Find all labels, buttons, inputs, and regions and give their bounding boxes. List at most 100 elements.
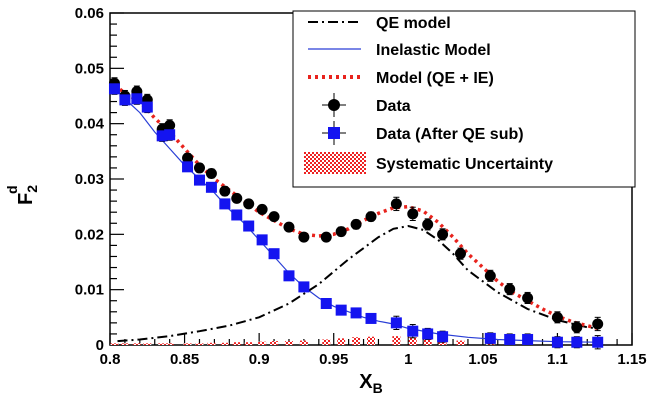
data-after-qe-sub-point [365, 312, 377, 324]
data-after-qe-sub-point [571, 336, 583, 348]
data-point [437, 228, 449, 240]
data-point [365, 211, 377, 223]
data-after-qe-sub-point [219, 198, 231, 210]
x-tick-label: 1.1 [547, 351, 568, 368]
data-point [407, 208, 419, 220]
legend-total-model: Model (QE + IE) [308, 70, 494, 87]
data-point [335, 226, 347, 238]
systematic-box [392, 336, 401, 345]
systematic-box [258, 341, 267, 345]
data-after-qe-sub-point [182, 161, 194, 173]
legend-systematic-symbol [304, 152, 366, 174]
y-tick-label: 0.04 [75, 116, 105, 133]
x-tick-label: 1 [404, 351, 412, 368]
data-point [268, 211, 280, 223]
systematic-box [132, 343, 141, 345]
legend-systematic: Systematic Uncertainty [304, 152, 553, 174]
systematic-box [322, 339, 331, 345]
data-point [219, 185, 231, 197]
y-tick-label: 0.03 [75, 171, 104, 188]
data-after-qe-sub-point [193, 174, 205, 186]
data-after-qe-sub-point [205, 181, 217, 193]
qe-model-line [117, 224, 598, 343]
legend-data-symbol [328, 99, 340, 111]
systematic-box [143, 343, 152, 345]
data-point [504, 283, 516, 295]
y-tick-label: 0.02 [75, 226, 104, 243]
data-after-qe-sub-point [243, 220, 255, 232]
data-point [164, 119, 176, 131]
axis-ticks: 0.8 0.85 0.9 0.95 1 1.05 1.1 1.15 0 0.01 0.02 0.03 0… [75, 5, 647, 368]
legend-systematic-label: Systematic Uncertainty [376, 156, 553, 173]
data-point [571, 321, 583, 333]
data-point [320, 231, 332, 243]
systematic-box [158, 343, 167, 345]
data-point [256, 203, 268, 215]
systematic-box [270, 341, 279, 345]
data-after-qe-sub-point [283, 270, 295, 282]
data-point [193, 162, 205, 174]
systematic-box [220, 342, 229, 345]
y-tick-label: 0.05 [75, 60, 104, 77]
data-after-qe-sub-point [141, 101, 153, 113]
y-axis-title: F2d [4, 185, 40, 205]
systematic-box [408, 337, 417, 345]
systematic-box [110, 343, 119, 345]
data-after-qe-sub-point [484, 332, 496, 344]
legend: QE model Inelastic Model Model (QE + IE) Da… [292, 10, 636, 188]
data-point [243, 198, 255, 210]
data-point [422, 218, 434, 230]
data-after-qe-sub-point [350, 307, 362, 319]
systematic-box [367, 336, 375, 345]
x-axis-title: XB [359, 371, 382, 396]
systematic-box [284, 341, 293, 345]
legend-qe-model-label: QE model [376, 15, 451, 32]
systematic-box [423, 338, 432, 345]
x-tick-label: 0.85 [170, 351, 199, 368]
x-tick-label: 0.95 [319, 351, 348, 368]
data-after-qe-sub-point [108, 83, 120, 95]
data-point [350, 218, 362, 230]
legend-data: Data [322, 93, 411, 117]
data-point [283, 221, 295, 233]
data-after-qe-sub-point [504, 333, 516, 345]
x-tick-label: 0.8 [100, 351, 121, 368]
systematic-box [165, 343, 174, 345]
data-point [231, 192, 243, 204]
systematic-box [232, 342, 241, 345]
data-after-qe-sub-point [156, 130, 168, 142]
data-after-qe-sub-point [320, 298, 332, 309]
systematic-box [195, 343, 204, 345]
data-point [205, 167, 217, 179]
systematic-box [183, 343, 192, 345]
data-after-qe-sub-point [437, 331, 449, 343]
data-after-qe-sub-point [256, 234, 268, 246]
legend-data-after-qe-sub-symbol [328, 127, 340, 139]
systematic-box [337, 338, 346, 345]
data-after-qe-sub-point [551, 336, 563, 348]
legend-qe-model: QE model [308, 15, 451, 32]
data-point [522, 292, 534, 304]
legend-data-after-qe-sub: Data (After QE sub) [322, 121, 524, 145]
data-after-qe-sub-point [422, 328, 434, 340]
systematic-box [352, 337, 361, 345]
data-after-qe-sub-point [407, 325, 419, 337]
systematic-box [120, 343, 129, 345]
legend-data-after-qe-sub-label: Data (After QE sub) [376, 126, 524, 143]
data-point [592, 318, 604, 330]
y-tick-label: 0.06 [75, 5, 104, 22]
data-point [484, 270, 496, 282]
y-tick-label: 0.01 [75, 282, 104, 299]
x-tick-label: 0.9 [249, 351, 270, 368]
data-point [298, 231, 310, 243]
data-after-qe-sub-point [390, 317, 402, 329]
systematic-box [207, 342, 216, 345]
data-after-qe-sub-point [522, 333, 534, 345]
legend-total-model-label: Model (QE + IE) [376, 70, 494, 87]
systematic-box [456, 340, 465, 345]
data-after-qe-sub-point [164, 129, 176, 141]
data-point [454, 248, 466, 260]
data-after-qe-sub-point [119, 94, 131, 106]
